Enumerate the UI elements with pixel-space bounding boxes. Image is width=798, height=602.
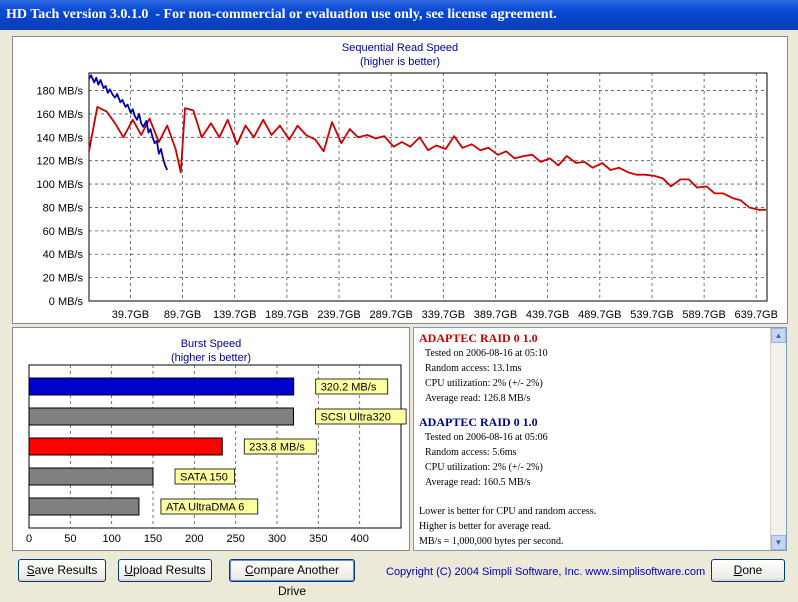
read-x-tick-label: 289.7GB <box>369 309 412 321</box>
burst-x-tick-label: 250 <box>226 533 244 545</box>
read-chart-plot: 180 MB/s 160 MB/s 140 MB/s 120 MB/s 100 MB/s… <box>37 72 778 321</box>
scroll-down-arrow-icon[interactable]: ▼ <box>771 535 786 550</box>
drive-1-random: Random access: 13.1ms <box>425 363 522 374</box>
save-results-button[interactable]: Save Results <box>18 559 106 582</box>
burst-chart-title: Burst Speed <box>180 338 242 350</box>
read-y-tick-label: 0 MB/s <box>49 296 84 308</box>
burst-x-tick-label: 400 <box>350 533 368 545</box>
read-series-blue-line <box>88 74 169 171</box>
read-x-tick-label: 89.7GB <box>164 309 201 321</box>
read-x-tick-label: 139.7GB <box>213 309 256 321</box>
read-x-tick-label: 39.7GB <box>112 309 149 321</box>
read-y-tick-label: 140 MB/s <box>37 132 84 144</box>
burst-bar-label-box <box>243 438 317 455</box>
burst-bar-label: 233.8 MB/s <box>249 442 305 454</box>
burst-bar-label-box <box>174 468 235 485</box>
read-chart-panel: Sequential Read Speed (higher is better)… <box>12 36 788 324</box>
upload-results-button[interactable]: Upload Results <box>118 559 212 582</box>
drive-1-cpu: CPU utilization: 2% (+/- 2%) <box>425 378 543 389</box>
burst-chart-plot: 0 50 100 150 200 250 300 350 400 320.2 MB/s SCSI U… <box>26 364 407 545</box>
done-button[interactable]: Done <box>711 559 785 582</box>
burst-bar-label-box <box>160 498 259 515</box>
title-bar[interactable]: HD Tach version 3.0.1.0 - For non-commer… <box>0 0 798 30</box>
read-x-tick-label: 389.7GB <box>474 309 517 321</box>
drive-2-random: Random access: 5.6ms <box>425 447 517 458</box>
burst-chart-panel: Burst Speed (higher is better) 0 50 100 150… <box>12 327 410 551</box>
read-y-tick-label: 180 MB/s <box>37 86 84 98</box>
burst-bar-label-box <box>315 408 407 425</box>
copyright-link[interactable]: Copyright (C) 2004 Simpli Software, Inc.… <box>386 566 706 578</box>
read-chart-title: Sequential Read Speed <box>341 42 459 54</box>
read-x-tick-label: 339.7GB <box>422 309 465 321</box>
results-text: ADAPTEC RAID 0 1.0 Tested on 2006-08-16 … <box>419 330 769 549</box>
scroll-up-arrow-icon[interactable]: ▲ <box>771 328 786 343</box>
burst-chart-subtitle: (higher is better) <box>170 352 252 364</box>
results-info-panel[interactable]: ADAPTEC RAID 0 1.0 Tested on 2006-08-16 … <box>413 327 787 551</box>
burst-x-tick-label: 150 <box>144 533 162 545</box>
drive-2-name: ADAPTEC RAID 0 1.0 <box>419 415 538 429</box>
burst-bar <box>28 377 295 396</box>
note-cpu: Lower is better for CPU and random acces… <box>419 506 597 517</box>
read-plot-area <box>88 72 768 302</box>
note-read: Higher is better for average read. <box>419 521 552 532</box>
read-y-tick-label: 60 MB/s <box>43 226 84 238</box>
burst-x-tick-label: 300 <box>268 533 286 545</box>
burst-bar <box>28 467 154 486</box>
burst-bar <box>28 497 140 516</box>
burst-bar-label-box <box>315 378 389 395</box>
drive-2-avg: Average read: 160.5 MB/s <box>425 477 531 488</box>
note-mbs: MB/s = 1,000,000 bytes per second. <box>419 536 564 547</box>
read-x-tick-label: 439.7GB <box>526 309 569 321</box>
burst-bar <box>28 437 223 456</box>
burst-bar-label: SCSI Ultra320 <box>321 412 391 424</box>
info-scrollbar[interactable]: ▲ ▼ <box>770 328 786 550</box>
burst-bar <box>28 407 295 426</box>
read-chart-subtitle: (higher is better) <box>359 56 441 68</box>
burst-bar-label: ATA UltraDMA 6 <box>166 502 244 514</box>
read-x-tick-label: 539.7GB <box>630 309 673 321</box>
read-y-tick-label: 80 MB/s <box>43 202 84 214</box>
read-y-tick-label: 120 MB/s <box>37 156 84 168</box>
drive-2-cpu: CPU utilization: 2% (+/- 2%) <box>425 462 543 473</box>
burst-bar-label: SATA 150 <box>180 472 228 484</box>
drive-1-tested: Tested on 2006-08-16 at 05:10 <box>425 348 548 359</box>
compare-another-drive-button[interactable]: Compare Another Drive <box>229 559 355 598</box>
burst-x-tick-label: 100 <box>102 533 120 545</box>
read-x-tick-label: 189.7GB <box>265 309 308 321</box>
drive-1-name: ADAPTEC RAID 0 1.0 <box>419 331 538 345</box>
burst-x-tick-label: 200 <box>185 533 203 545</box>
drive-1-avg: Average read: 126.8 MB/s <box>425 393 531 404</box>
drive-2-tested: Tested on 2006-08-16 at 05:06 <box>425 432 548 443</box>
read-x-tick-label: 489.7GB <box>578 309 621 321</box>
read-y-tick-label: 160 MB/s <box>37 109 84 121</box>
burst-bar-label: 320.2 MB/s <box>321 382 377 394</box>
read-x-tick-label: 639.7GB <box>735 309 778 321</box>
read-y-tick-label: 20 MB/s <box>43 273 84 285</box>
burst-x-tick-label: 0 <box>26 533 32 545</box>
read-series-red-line <box>88 106 766 211</box>
read-x-tick-label: 589.7GB <box>682 309 725 321</box>
read-y-tick-label: 100 MB/s <box>37 179 84 191</box>
burst-x-tick-label: 350 <box>309 533 327 545</box>
window-title: HD Tach version 3.0.1.0 - For non-commer… <box>6 7 557 22</box>
read-y-tick-label: 40 MB/s <box>43 249 84 261</box>
read-x-tick-label: 239.7GB <box>317 309 360 321</box>
burst-x-tick-label: 50 <box>64 533 76 545</box>
